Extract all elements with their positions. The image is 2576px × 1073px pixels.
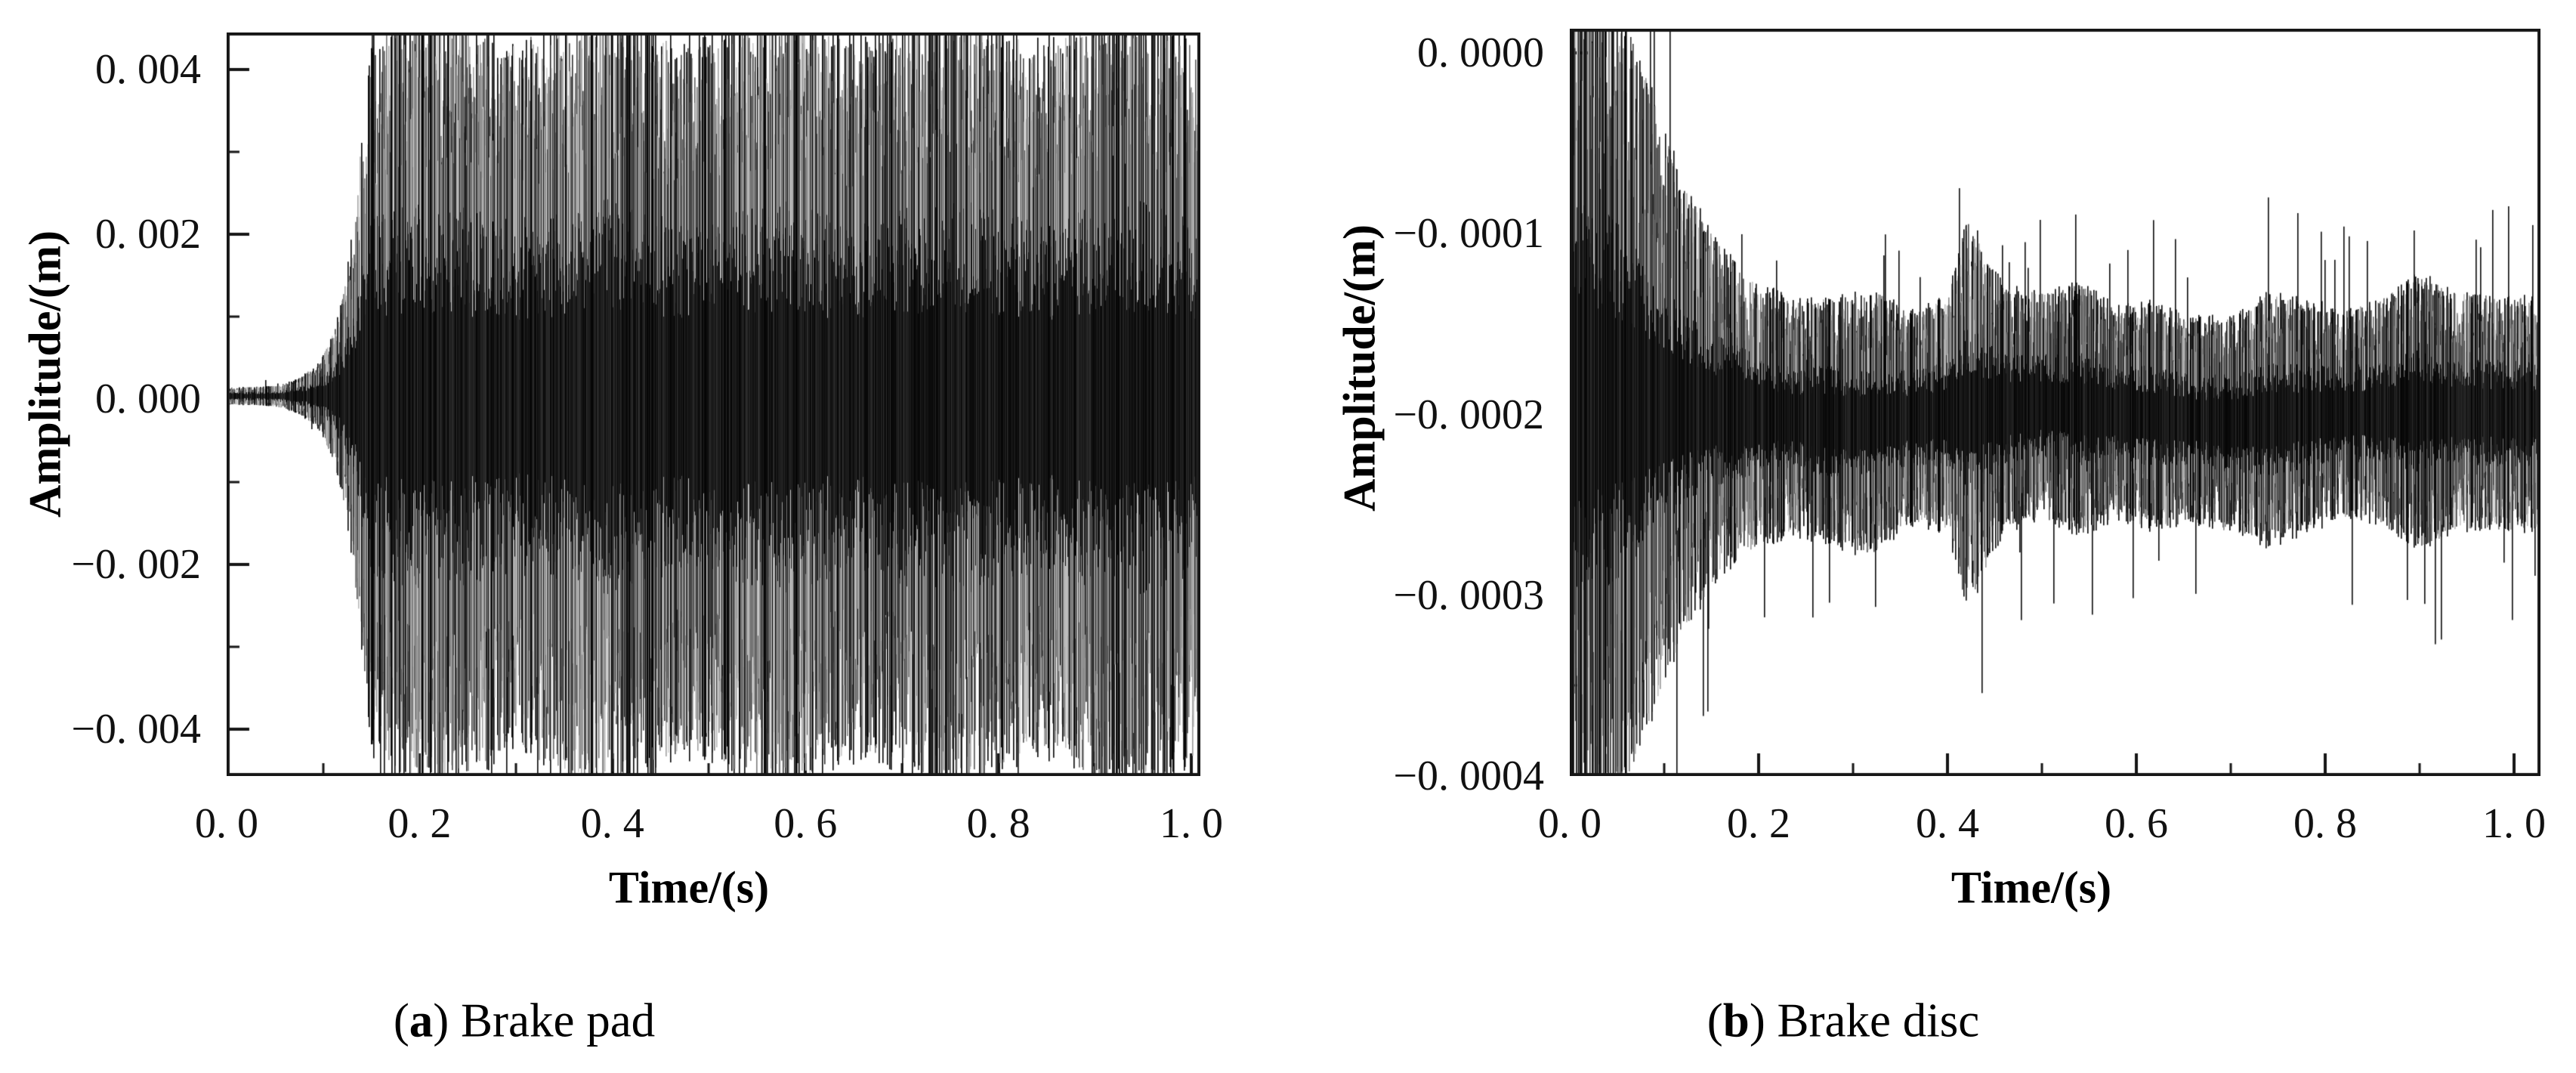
x-tick-label: 0. 8: [966, 800, 1030, 847]
y-tick-label: −0. 0003: [1393, 571, 1544, 619]
x-tick-label: 0. 4: [1916, 800, 1979, 847]
x-tick-label: 0. 4: [580, 800, 644, 847]
x-tick-label: 0. 6: [774, 800, 838, 847]
x-tick-label: 0. 8: [2293, 800, 2357, 847]
caption-text: ) Brake disc: [1749, 994, 1980, 1047]
x-tick-label: 1. 0: [2482, 800, 2546, 847]
x-tick-label: 0. 0: [1538, 800, 1602, 847]
y-tick-label: −0. 002: [71, 540, 201, 588]
x-tick-label: 0. 6: [2105, 800, 2168, 847]
y-tick-label: −0. 004: [71, 705, 201, 753]
y-tick-label: −0. 0001: [1393, 210, 1544, 258]
y-tick-label: −0. 0002: [1393, 391, 1544, 438]
y-tick-label: 0. 002: [95, 211, 201, 258]
y-tick-label: 0. 000: [95, 376, 201, 423]
y-axis-title: Amplitude/(m): [1334, 224, 1385, 512]
x-axis-title: Time/(s): [608, 862, 770, 913]
subfigure-caption-a: (a) Brake pad: [394, 994, 655, 1049]
x-axis-title: Time/(s): [1951, 862, 2112, 913]
y-tick-label: 0. 0000: [1417, 29, 1544, 77]
x-tick-label: 0. 2: [1727, 800, 1790, 847]
subfigure-caption-b: (b) Brake disc: [1707, 994, 1979, 1049]
caption-paren: (: [1707, 994, 1723, 1047]
x-tick-label: 1. 0: [1159, 800, 1223, 847]
x-tick-label: 0. 2: [388, 800, 452, 847]
caption-letter: b: [1722, 994, 1750, 1047]
caption-text: ) Brake pad: [433, 994, 656, 1047]
y-tick-label: 0. 004: [95, 46, 201, 94]
caption-letter: a: [409, 994, 434, 1047]
waveform-plot-brake-disc: [1570, 29, 2540, 776]
y-axis-title: Amplitude/(m): [20, 230, 70, 518]
caption-paren: (: [393, 994, 409, 1047]
y-tick-label: −0. 0004: [1393, 753, 1544, 799]
x-tick-label: 0. 0: [195, 800, 258, 847]
waveform-plot-brake-pad: [227, 32, 1200, 776]
